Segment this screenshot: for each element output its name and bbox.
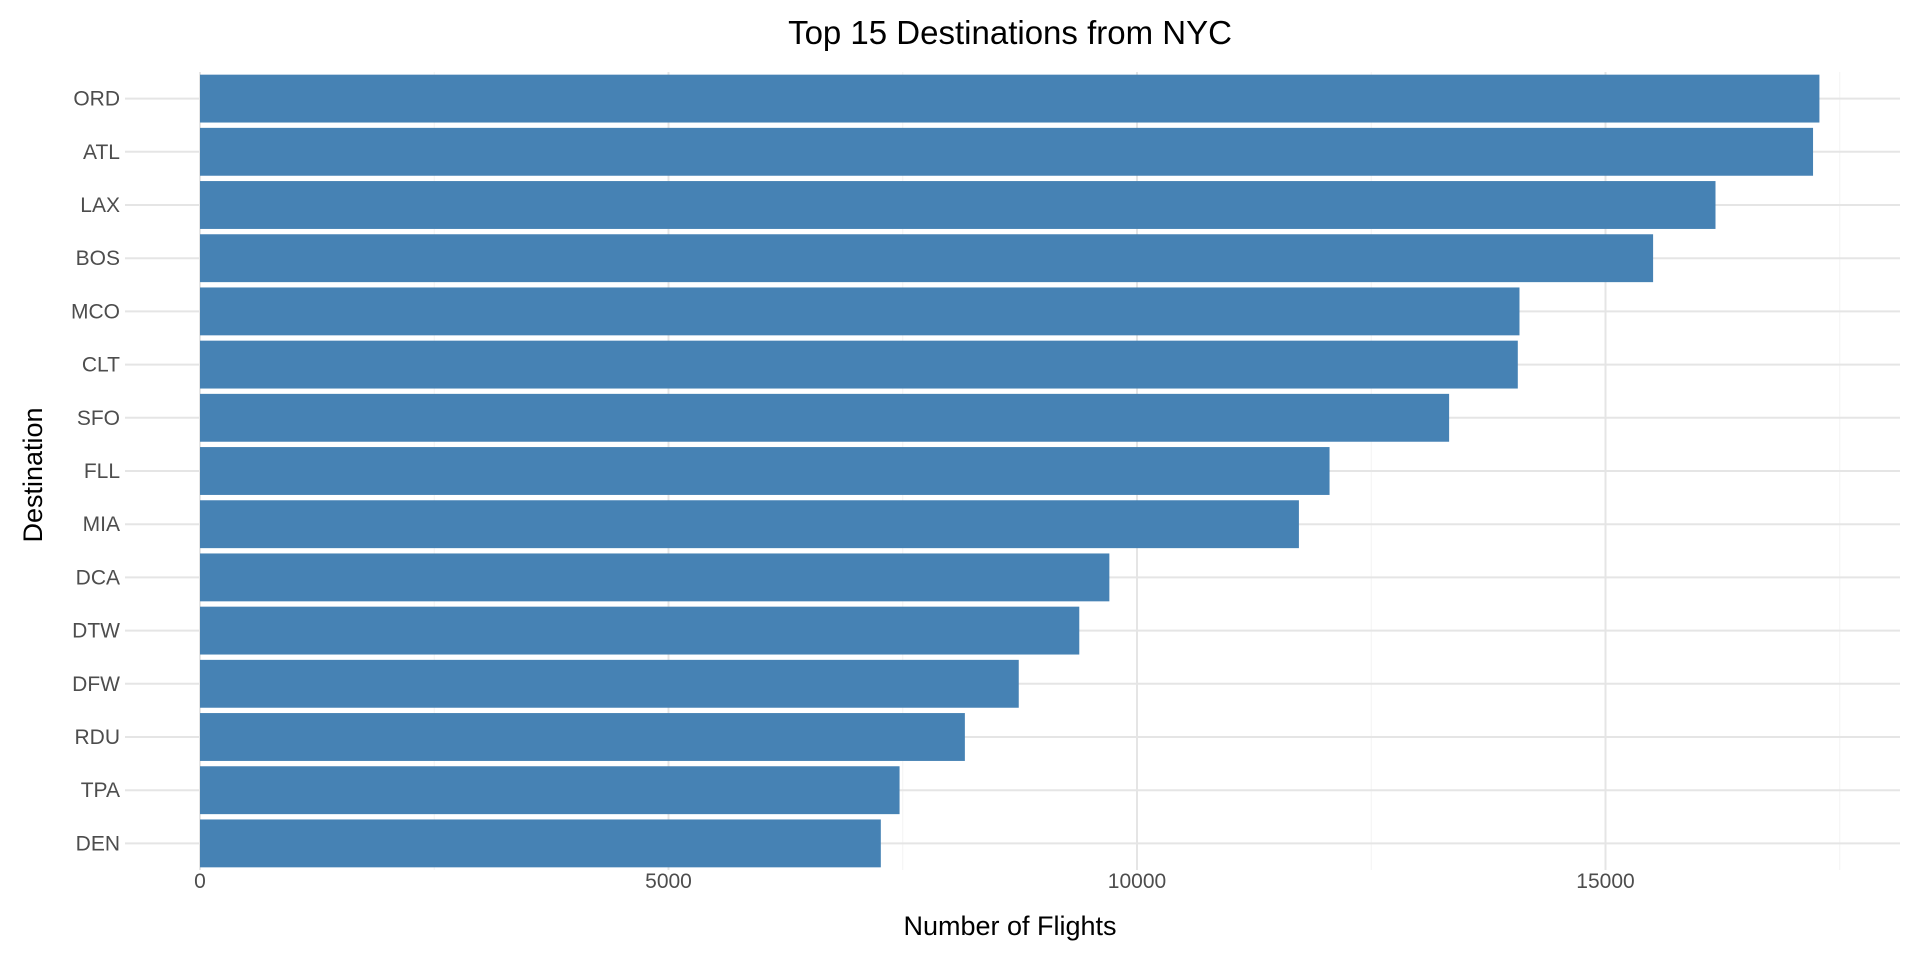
bar-sfo <box>200 393 1450 442</box>
y-axis-tick-labels: ORD ATL LAX BOS MCO CLT SFO FLL MIA DCA DTW DFW RDU T… <box>71 88 120 856</box>
y-tick-label-ord: ORD <box>73 88 120 111</box>
y-axis-title: Destination <box>18 407 48 542</box>
y-tick-label-lax: LAX <box>80 194 120 217</box>
y-tick-label-tpa: TPA <box>81 779 120 802</box>
bars <box>200 74 1820 868</box>
x-tick-label: 5000 <box>645 870 692 893</box>
bar-den <box>200 819 881 868</box>
chart-title: Top 15 Destinations from NYC <box>788 14 1232 51</box>
bar-mia <box>200 500 1299 549</box>
y-tick-label-mia: MIA <box>83 513 120 536</box>
y-tick-label-mco: MCO <box>71 300 120 323</box>
y-tick-label-atl: ATL <box>83 141 120 164</box>
y-tick-label-rdu: RDU <box>75 726 121 749</box>
x-tick-label: 0 <box>194 870 206 893</box>
bar-bos <box>200 234 1654 283</box>
x-tick-label: 10000 <box>1108 870 1166 893</box>
bar-dtw <box>200 606 1080 655</box>
x-axis-title: Number of Flights <box>903 911 1116 941</box>
bar-dca <box>200 553 1110 602</box>
bar-rdu <box>200 713 965 761</box>
x-tick-label: 15000 <box>1576 870 1634 893</box>
bar-lax <box>200 181 1716 229</box>
x-axis-tick-labels: 0 5000 10000 15000 <box>194 870 1635 893</box>
y-tick-label-bos: BOS <box>76 247 120 270</box>
y-tick-label-fll: FLL <box>84 460 120 483</box>
y-tick-label-den: DEN <box>76 832 120 855</box>
bar-dfw <box>200 659 1019 708</box>
y-tick-label-clt: CLT <box>82 354 120 377</box>
bar-fll <box>200 447 1330 495</box>
y-tick-label-dca: DCA <box>76 566 120 589</box>
bar-clt <box>200 340 1518 389</box>
y-tick-label-dtw: DTW <box>72 620 120 643</box>
bar-mco <box>200 287 1520 336</box>
y-tick-label-sfo: SFO <box>77 407 120 430</box>
bar-ord <box>200 74 1820 123</box>
bar-tpa <box>200 766 900 815</box>
bar-atl <box>200 127 1814 176</box>
y-tick-label-dfw: DFW <box>72 673 120 696</box>
